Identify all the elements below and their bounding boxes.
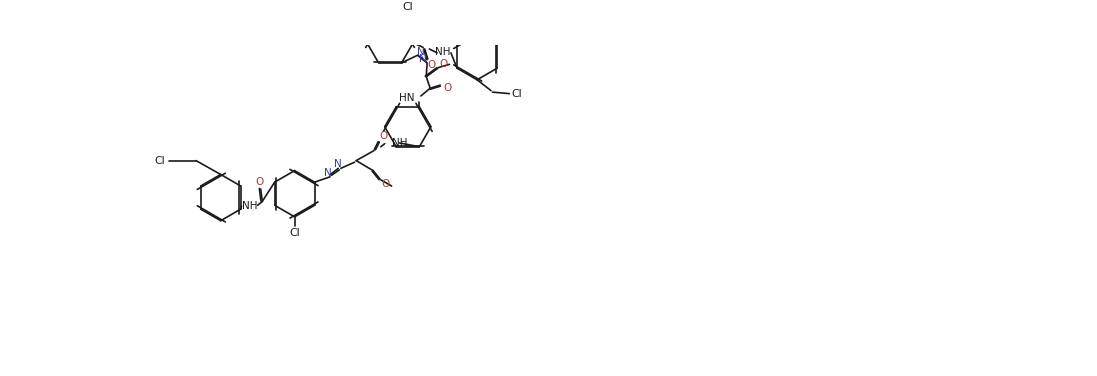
Text: Cl: Cl bbox=[403, 2, 414, 12]
Text: Cl: Cl bbox=[155, 156, 166, 165]
Text: N: N bbox=[324, 168, 331, 178]
Text: N: N bbox=[333, 159, 341, 170]
Text: N: N bbox=[419, 54, 427, 64]
Text: O: O bbox=[428, 60, 436, 70]
Text: O: O bbox=[382, 179, 389, 189]
Text: NH: NH bbox=[242, 201, 258, 211]
Text: HN: HN bbox=[399, 93, 415, 103]
Text: Cl: Cl bbox=[512, 89, 522, 99]
Text: Cl: Cl bbox=[290, 228, 299, 238]
Text: N: N bbox=[417, 47, 425, 57]
Text: NH: NH bbox=[436, 47, 451, 57]
Text: O: O bbox=[380, 131, 388, 141]
Text: O: O bbox=[443, 83, 451, 93]
Text: O: O bbox=[256, 177, 263, 187]
Text: O: O bbox=[439, 59, 448, 70]
Text: NH: NH bbox=[392, 138, 407, 148]
